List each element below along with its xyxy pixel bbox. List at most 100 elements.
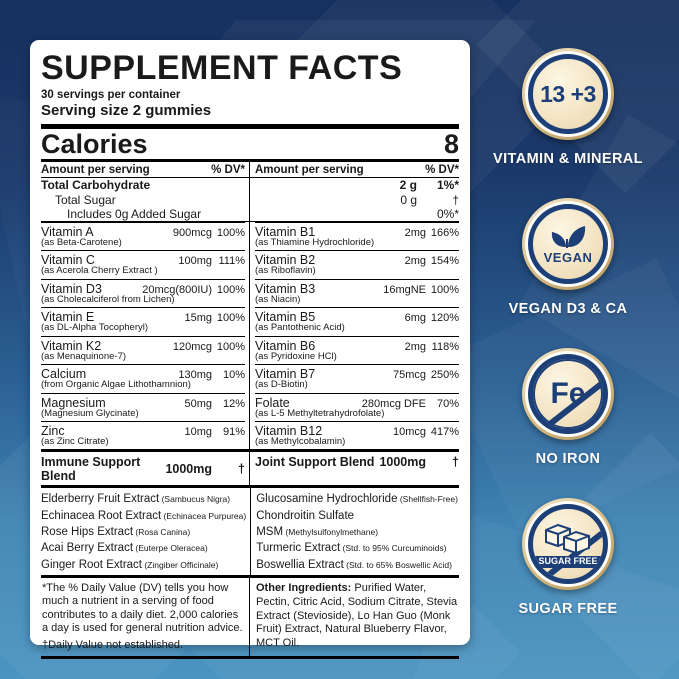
leaf-icon	[551, 226, 586, 248]
blend-ingredient-latin: (Echinacea Purpurea)	[161, 510, 247, 521]
nutrient-source: (as DL-Alpha Tocopheryl)	[41, 322, 149, 334]
servings-per-container: 30 servings per container	[41, 89, 181, 101]
other-ingredients-label: Other Ingredients:	[256, 582, 352, 595]
carbohydrate-name: Total Carbohydrate	[41, 178, 245, 192]
nutrient-column-left: Vitamin A 900mcg 100% (as Beta-Carotene) Vit…	[41, 221, 249, 450]
blend-ingredient: Boswellia Extract (Std. to 65% Boswellic…	[256, 557, 459, 573]
nutrient-dv: 154%	[430, 255, 459, 268]
nutrient-dv: 111%	[218, 255, 245, 268]
no-iron-icon: Fe	[522, 348, 614, 440]
blend-ingredient-name: Ginger Root Extract	[41, 558, 142, 571]
dagger-footnote-text: †Daily Value not established.	[42, 638, 184, 651]
blend-ingredient-name: Rose Hips Extract	[41, 526, 134, 539]
blend-ingredient-latin: (Shellfish-Free)	[397, 494, 458, 505]
nutrient-dv: 100%	[216, 312, 245, 325]
nutrient-amount: 10mg	[184, 426, 212, 438]
divider-medium	[41, 485, 459, 489]
immune-blend-header: Immune Support Blend 1000mg †	[41, 452, 249, 485]
divider-medium	[41, 449, 459, 453]
nutrient-row: Vitamin B2 2mg 154% (as Riboflavin)	[255, 250, 459, 278]
blend-ingredient-name: Echinacea Root Extract	[41, 509, 162, 522]
blend-header-row: Immune Support Blend 1000mg † Joint Supp…	[41, 452, 459, 486]
prohibition-ring-icon	[533, 359, 603, 429]
badge-vegan: VEGAN VEGAN D3 & CA	[478, 198, 658, 317]
carbohydrate-block: Total Carbohydrate Total Sugar Includes 0g…	[41, 178, 459, 221]
badge-no-iron: Fe NO IRON	[478, 348, 658, 467]
nutrient-row: Vitamin B7 75mcg 250% (as D-Biotin)	[255, 364, 459, 392]
nutrient-source: (as Beta-Carotene)	[41, 236, 122, 248]
nutrient-amount: 75mcg	[392, 369, 426, 382]
carbohydrate-amount: 0 g	[400, 192, 417, 207]
carbohydrate-name-text: Total Sugar	[55, 192, 116, 207]
nutrient-source: (as Menaquinone-7)	[41, 350, 127, 362]
carbohydrate-name-text: Total Carbohydrate	[41, 178, 151, 193]
nutrient-source: (as Niacin)	[255, 293, 301, 305]
blend-ingredient-name: Glucosamine Hydrochloride	[256, 493, 398, 506]
nutrient-name: Vitamin B1	[255, 224, 316, 239]
nutrient-name: Vitamin B2	[255, 253, 316, 268]
nutrient-row: Magnesium 50mg 12% (Magnesium Glycinate)	[41, 392, 245, 421]
nutrient-dv: 100%	[430, 283, 459, 296]
divider-thin	[41, 220, 459, 222]
badge-sugar-free: SUGAR FREE SUGAR FREE	[478, 498, 658, 617]
immune-blend-name: Immune Support Blend	[41, 454, 141, 483]
blend-ingredient-name: Boswellia Extract	[256, 558, 344, 571]
carbohydrate-name: Total Sugar	[41, 193, 245, 207]
blend-ingredients-row: Elderberry Fruit Extract (Sambucus Nigra…	[41, 488, 459, 576]
nutrient-dv: 100%	[216, 226, 245, 239]
nutrient-table: Vitamin A 900mcg 100% (as Beta-Carotene) Vit…	[41, 221, 459, 450]
nutrient-source: (as Acerola Cherry Extract )	[41, 265, 158, 277]
nutrient-row: Vitamin A 900mcg 100% (as Beta-Carotene)	[41, 221, 245, 250]
nutrient-row: Vitamin C 100mg 111% (as Acerola Cherry Ext…	[41, 250, 245, 278]
nutrient-source: (as Thiamine Hydrochloride)	[255, 236, 375, 248]
nutrient-name: Vitamin C	[41, 253, 95, 268]
nutrient-source: (as Riboflavin)	[255, 265, 316, 277]
nutrient-row: Vitamin B6 2mg 118% (as Pyridoxine HCl)	[255, 335, 459, 364]
blend-ingredient-latin: (Rosa Canina)	[133, 527, 191, 538]
carbohydrate-value-row: 0 g †	[255, 193, 459, 207]
nutrient-amount: 2mg	[404, 255, 426, 268]
blend-ingredient-latin: (Zingiber Officinale)	[141, 559, 219, 570]
blend-ingredient-latin: (Euterpe Oleracea)	[133, 543, 208, 554]
nutrient-row: Folate 280mcg DFE 70% (as L-5 Methyltetrahy…	[255, 392, 459, 421]
badge-label-no-iron: NO IRON	[535, 451, 601, 467]
nutrient-row: Vitamin D3 20mcg(800IU) 100% (as Cholecalci…	[41, 278, 245, 307]
footer-row: *The % Daily Value (DV) tells you how mu…	[41, 578, 459, 657]
divider-thick	[41, 124, 459, 130]
blend-ingredient: Chondroitin Sulfate	[256, 508, 459, 524]
blend-ingredient: Echinacea Root Extract (Echinacea Purpur…	[41, 508, 246, 524]
blend-ingredient-latin: (Std. to 65% Boswellic Acid)	[343, 559, 452, 570]
joint-blend-list-wrap: Glucosamine Hydrochloride (Shellfish-Fre…	[250, 488, 459, 576]
badge-mark-sugar-free: SUGAR FREE	[533, 556, 603, 568]
blend-ingredient-name: Acai Berry Extract	[41, 542, 134, 555]
badge-mark-count: 13 +3	[540, 80, 596, 107]
divider-thin	[41, 177, 459, 179]
nutrient-dv: 120%	[430, 312, 459, 325]
supplement-facts-panel: SUPPLEMENT FACTS 30 servings per contain…	[30, 40, 470, 660]
sugar-free-cube-icon: SUGAR FREE	[522, 498, 614, 590]
amount-per-serving-label-left: Amount per serving	[41, 163, 150, 176]
blend-ingredient: Rose Hips Extract (Rosa Canina)	[41, 524, 246, 540]
nutrient-name: Vitamin B5	[255, 310, 316, 325]
sugar-cubes-icon	[544, 524, 590, 555]
nutrient-source: (Magnesium Glycinate)	[41, 407, 139, 419]
nutrient-row: Vitamin E 15mg 100% (as DL-Alpha Tocopheryl…	[41, 307, 245, 335]
carbohydrate-name: Includes 0g Added Sugar	[41, 207, 245, 221]
dv-label-right: % DV*	[425, 163, 459, 176]
divider-medium	[41, 159, 459, 163]
nutrient-amount: 100mg	[178, 255, 212, 268]
joint-blend-amount: 1000mg	[379, 454, 426, 469]
nutrient-source: (as Zinc Citrate)	[41, 436, 109, 447]
nutrient-name: Calcium	[41, 367, 87, 382]
nutrient-amount: 50mg	[184, 397, 212, 410]
blend-ingredient: Ginger Root Extract (Zingiber Officinale…	[41, 557, 246, 573]
carbohydrate-value-row: 0%*	[255, 207, 459, 221]
nutrient-amount: 6mg	[404, 312, 426, 325]
immune-blend-list: Elderberry Fruit Extract (Sambucus Nigra…	[41, 488, 246, 575]
calories-label: Calories	[41, 129, 148, 160]
column-header-right: Amount per serving % DV*	[249, 162, 459, 178]
blend-ingredient-name: MSM	[256, 526, 284, 539]
nutrient-name: Vitamin B6	[255, 338, 316, 353]
other-ingredients-text: Purified Water, Pectin, Citric Acid, Sod…	[256, 582, 458, 650]
immune-blend-amount: 1000mg	[165, 461, 212, 476]
